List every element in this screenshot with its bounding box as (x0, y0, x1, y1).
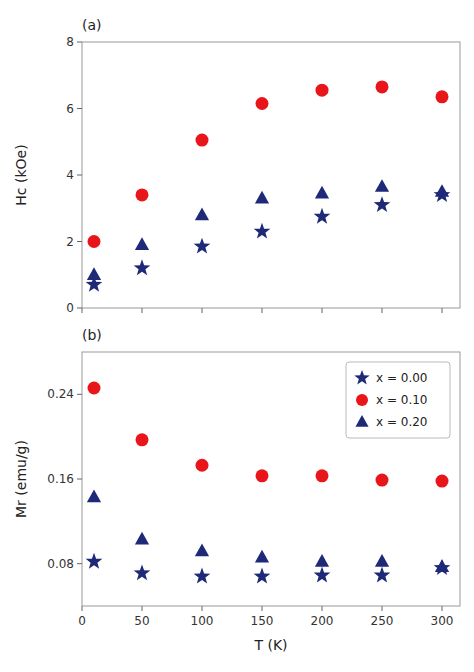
point (136, 433, 149, 446)
y-tick-label: 0.08 (47, 557, 74, 571)
x-tick-label: 50 (134, 614, 149, 628)
point (88, 235, 101, 248)
x-tick (142, 308, 143, 313)
point (374, 567, 391, 583)
legend-label: x = 0.10 (376, 393, 428, 407)
point (316, 84, 329, 97)
x-tick-label: 250 (371, 614, 394, 628)
y-axis-label: Mr (emu/g) (13, 440, 29, 518)
point (374, 196, 391, 212)
point (314, 567, 331, 583)
point (195, 207, 209, 220)
y-tick (77, 563, 82, 564)
point (134, 564, 151, 580)
point (316, 469, 329, 482)
x-tick-label: 300 (431, 614, 454, 628)
point (86, 553, 103, 569)
plot-frame (82, 42, 460, 308)
point (255, 191, 269, 204)
point (435, 184, 449, 197)
x-axis-label: T (K) (253, 637, 287, 653)
y-tick (77, 108, 82, 109)
x-tick (262, 308, 263, 313)
y-tick-label: 6 (66, 102, 74, 116)
y-tick (77, 175, 82, 176)
y-tick-label: 8 (66, 35, 74, 49)
legend-label: x = 0.00 (376, 371, 428, 385)
y-tick (77, 394, 82, 395)
x-tick-label: 200 (311, 614, 334, 628)
point (314, 208, 331, 224)
point (194, 238, 211, 254)
point (254, 223, 271, 239)
y-axis-label: Hc (kOe) (13, 144, 29, 205)
point (88, 381, 101, 394)
point (436, 475, 449, 488)
point (87, 267, 101, 280)
x-tick (322, 308, 323, 313)
point (376, 474, 389, 487)
x-tick (202, 308, 203, 313)
point (195, 543, 209, 556)
legend-frame (346, 362, 450, 438)
panel-label: (a) (82, 17, 102, 33)
legend-marker (354, 370, 369, 385)
legend-label: x = 0.20 (376, 415, 428, 429)
data-points (86, 80, 451, 291)
point (436, 90, 449, 103)
point (315, 554, 329, 567)
panel-label: (b) (82, 327, 102, 343)
y-tick (77, 42, 82, 43)
point (375, 554, 389, 567)
point (135, 532, 149, 545)
y-tick (77, 308, 82, 309)
point (196, 459, 209, 472)
y-tick-label: 0 (66, 301, 74, 315)
chart: 0 2 4 6 8 Hc (kOe) (a) 0.08 0.16 0.24 0 50 100 150 200… (0, 0, 474, 672)
point (375, 179, 389, 192)
point (194, 568, 211, 584)
legend-marker (356, 394, 368, 406)
x-tick (322, 606, 323, 611)
legend: x = 0.00 x = 0.10 x = 0.20 (346, 362, 450, 438)
point (87, 490, 101, 503)
x-tick (382, 308, 383, 313)
x-tick-label: 150 (251, 614, 274, 628)
point (136, 188, 149, 201)
panel: 0.08 0.16 0.24 0 50 100 150 200 250 300 Mr (emu/g)… (13, 327, 460, 653)
point (315, 186, 329, 199)
point (135, 237, 149, 250)
x-tick (442, 606, 443, 611)
y-tick (77, 479, 82, 480)
x-tick-label: 0 (78, 614, 86, 628)
point (376, 80, 389, 93)
panel: 0 2 4 6 8 Hc (kOe) (a) (13, 17, 460, 315)
x-tick (442, 308, 443, 313)
plot-frame (82, 352, 460, 606)
x-tick (82, 606, 83, 611)
point (434, 559, 451, 575)
x-tick (382, 606, 383, 611)
x-tick (202, 606, 203, 611)
y-tick-label: 2 (66, 235, 74, 249)
point (256, 97, 269, 110)
point (435, 559, 449, 572)
y-tick-label: 0.16 (47, 472, 74, 486)
y-tick (77, 241, 82, 242)
x-tick (262, 606, 263, 611)
x-tick (82, 308, 83, 313)
y-tick-label: 0.24 (47, 387, 74, 401)
x-tick-label: 100 (191, 614, 214, 628)
point (196, 134, 209, 147)
x-tick (142, 606, 143, 611)
point (255, 550, 269, 563)
legend-marker (355, 415, 368, 427)
y-tick-label: 4 (66, 168, 74, 182)
point (254, 568, 271, 584)
point (134, 259, 151, 275)
point (256, 469, 269, 482)
